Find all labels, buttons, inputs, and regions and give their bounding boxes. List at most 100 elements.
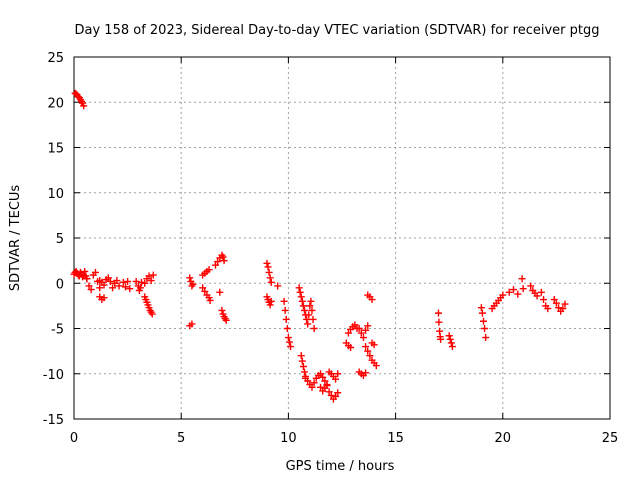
data-point xyxy=(347,344,355,352)
data-point xyxy=(87,286,95,294)
data-point xyxy=(295,284,303,292)
data-point xyxy=(327,391,335,399)
y-tick-label: 10 xyxy=(47,187,64,202)
data-point xyxy=(505,288,513,296)
data-point xyxy=(435,318,443,326)
grid-lines xyxy=(74,57,610,419)
data-point xyxy=(113,277,121,285)
data-point xyxy=(323,381,331,389)
data-point xyxy=(332,375,340,383)
x-tick-label: 5 xyxy=(177,431,185,446)
chart-title: Day 158 of 2023, Sidereal Day-to-day VTE… xyxy=(75,23,600,38)
data-point xyxy=(303,315,311,323)
data-point xyxy=(109,284,117,292)
x-tick-label: 0 xyxy=(70,431,78,446)
data-point xyxy=(334,389,342,397)
x-axis-label: GPS time / hours xyxy=(286,459,395,474)
data-point xyxy=(265,268,273,276)
y-axis-label: SDTVAR / TECUs xyxy=(8,185,23,292)
data-point xyxy=(298,357,306,365)
data-point xyxy=(332,392,340,400)
data-point xyxy=(280,297,288,305)
data-point xyxy=(325,388,333,396)
axis-ticks: 0 5 10 15 20 25 -15 -10 -5 0 5 10 15 20 25 xyxy=(43,51,619,446)
data-point xyxy=(267,297,275,305)
data-point xyxy=(281,306,289,314)
data-point xyxy=(263,259,271,267)
data-point xyxy=(145,272,153,280)
data-point xyxy=(550,296,558,304)
data-point xyxy=(201,287,209,295)
data-point xyxy=(282,315,290,323)
data-point xyxy=(296,288,304,296)
data-point xyxy=(344,329,352,337)
data-point xyxy=(552,299,560,307)
data-point xyxy=(321,377,329,385)
data-point xyxy=(533,292,541,300)
data-point xyxy=(555,304,563,312)
data-point xyxy=(80,102,88,110)
data-point xyxy=(267,278,275,286)
data-point xyxy=(309,315,317,323)
data-point xyxy=(124,277,132,285)
data-point xyxy=(136,284,144,292)
data-point xyxy=(510,286,518,294)
data-point xyxy=(447,339,455,347)
data-point xyxy=(372,362,380,370)
data-point xyxy=(306,302,314,310)
data-point xyxy=(264,263,272,271)
data-point xyxy=(366,352,374,360)
data-point xyxy=(148,310,156,318)
data-point xyxy=(297,352,305,360)
data-point xyxy=(304,320,312,328)
x-tick-label: 15 xyxy=(387,431,404,446)
data-point xyxy=(362,343,370,351)
data-point xyxy=(434,309,442,317)
data-point xyxy=(298,297,306,305)
data-point xyxy=(149,271,157,279)
data-point xyxy=(482,334,490,342)
data-point xyxy=(307,297,315,305)
data-point xyxy=(319,373,327,381)
data-point xyxy=(317,370,325,378)
data-point xyxy=(220,257,228,265)
data-point xyxy=(357,329,365,337)
x-tick-label: 20 xyxy=(495,431,512,446)
data-point xyxy=(540,296,548,304)
data-point xyxy=(212,261,220,269)
y-tick-label: 20 xyxy=(47,96,64,111)
data-point xyxy=(299,363,307,371)
data-point xyxy=(147,277,155,285)
x-tick-label: 25 xyxy=(602,431,619,446)
data-point xyxy=(91,268,99,276)
data-point xyxy=(351,321,359,329)
data-point xyxy=(216,288,224,296)
data-point xyxy=(448,343,456,351)
data-point xyxy=(478,309,486,317)
data-point xyxy=(284,334,292,342)
y-tick-label: 25 xyxy=(47,51,64,66)
data-point xyxy=(300,306,308,314)
data-point xyxy=(297,293,305,301)
data-point xyxy=(514,290,522,298)
data-point xyxy=(481,325,489,332)
data-point xyxy=(104,274,112,282)
data-point xyxy=(100,281,108,289)
data-point xyxy=(222,316,230,324)
y-tick-label: -15 xyxy=(43,413,64,428)
data-point xyxy=(518,275,526,283)
data-point xyxy=(321,384,329,392)
data-point xyxy=(359,334,367,342)
y-tick-label: -5 xyxy=(51,323,64,338)
data-point xyxy=(85,282,93,290)
y-tick-label: 0 xyxy=(56,277,64,292)
data-point xyxy=(283,325,291,332)
data-point xyxy=(299,302,307,310)
data-point xyxy=(477,304,485,312)
data-point xyxy=(106,277,114,285)
data-point xyxy=(219,253,227,261)
data-point xyxy=(370,341,378,349)
data-point xyxy=(446,335,454,343)
data-point xyxy=(317,383,325,391)
